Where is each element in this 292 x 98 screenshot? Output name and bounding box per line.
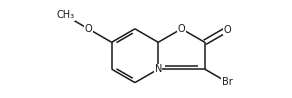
Text: CH₃: CH₃ [56,10,74,20]
Text: O: O [178,24,185,34]
Text: Br: Br [222,77,232,87]
Text: O: O [85,24,92,34]
Text: O: O [223,24,231,34]
Text: N: N [154,64,162,74]
